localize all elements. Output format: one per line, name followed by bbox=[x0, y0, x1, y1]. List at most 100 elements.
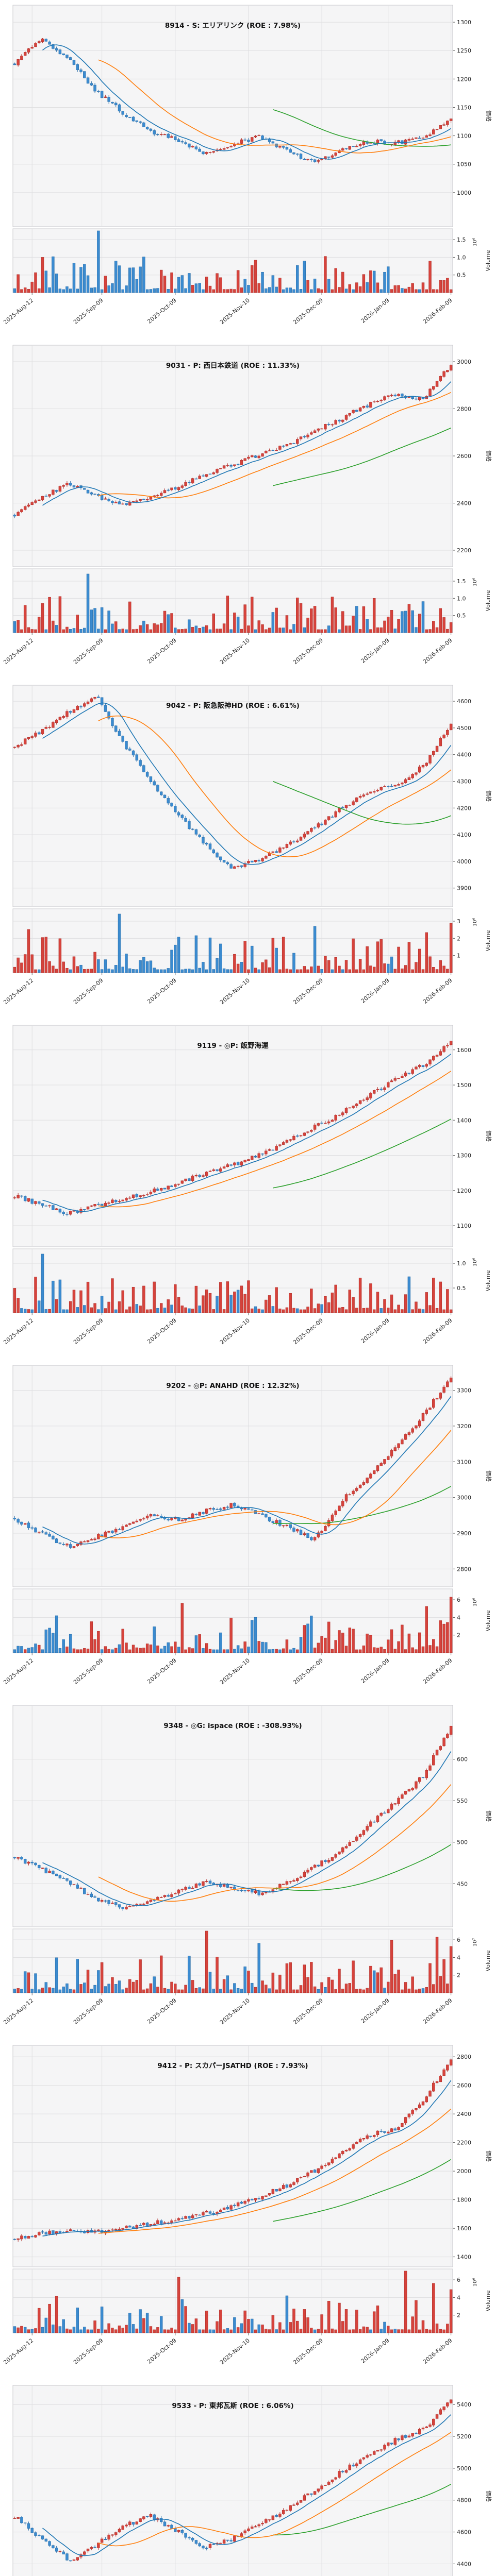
date-axis: 2025-Aug-12 2025-Sep-09 2025-Oct-09 2025-No… bbox=[2, 1313, 454, 1346]
volume-bars bbox=[13, 573, 453, 633]
volume-tick-label: 1.0 bbox=[457, 1260, 466, 1267]
price-tick-label: 3000 bbox=[457, 359, 471, 365]
ma-short-line bbox=[42, 2080, 452, 2236]
ma-mid-line bbox=[98, 2108, 452, 2234]
ma-short-line bbox=[42, 1751, 452, 1906]
date-tick-label: 2025-Nov-10 bbox=[219, 297, 251, 326]
price-axis-label: 価格 bbox=[485, 2490, 492, 2502]
price-tick-label: 2600 bbox=[457, 453, 471, 460]
date-tick-label: 2025-Nov-10 bbox=[219, 1997, 251, 2026]
chart-canvas: 9533 - P: 東邦瓦斯 (ROE : 6.06%)420044004600… bbox=[12, 2385, 492, 2576]
volume-axis-label: Volume bbox=[485, 250, 491, 271]
date-tick-label: 2025-Aug-12 bbox=[2, 1317, 35, 1346]
candles bbox=[13, 1041, 453, 1216]
volume-tick-label: 2 bbox=[457, 1632, 460, 1639]
chart-title: 9412 - P: スカパーJSATHD (ROE : 7.93%) bbox=[157, 2062, 308, 2070]
date-axis: 2025-Aug-12 2025-Sep-09 2025-Oct-09 2025-No… bbox=[2, 1653, 454, 1686]
stock-chart-9119: 9119 - ◎P: 飯野海運 1100 1200 1300 1400 1500 1600 価… bbox=[0, 1020, 495, 1360]
date-axis: 2025-Aug-12 2025-Sep-09 2025-Oct-09 2025-No… bbox=[2, 1993, 454, 2026]
stock-chart-9031: 9031 - P: 西日本鉄道 (ROE : 11.33%) 2200 2400 26… bbox=[0, 340, 495, 680]
price-axis: 1400 1600 1800 2000 2200 2400 2600 2800 価格 bbox=[453, 2054, 492, 2261]
volume-tick-label: 6 bbox=[457, 1597, 460, 1603]
date-tick-label: 2025-Sep-09 bbox=[72, 1317, 104, 1345]
candles bbox=[13, 363, 453, 518]
candles bbox=[13, 38, 453, 164]
date-tick-label: 2025-Aug-12 bbox=[2, 2337, 35, 2366]
price-tick-label: 1300 bbox=[457, 19, 471, 26]
price-tick-label: 3000 bbox=[457, 1495, 471, 1501]
date-tick-label: 2025-Aug-12 bbox=[2, 1657, 35, 1686]
ma-short-line bbox=[42, 381, 452, 506]
date-tick-label: 2026-Jan-09 bbox=[360, 637, 391, 664]
chart-title: 9031 - P: 西日本鉄道 (ROE : 11.33%) bbox=[166, 361, 300, 370]
chart-canvas: 9119 - ◎P: 飯野海運 1100 1200 1300 1400 1500 1600 価… bbox=[2, 1025, 492, 1346]
price-tick-label: 2600 bbox=[457, 2082, 471, 2089]
chart-canvas: 9412 - P: スカパーJSATHD (ROE : 7.93%) 1400 16… bbox=[2, 2045, 492, 2366]
price-axis: 1000 1050 1100 1150 1200 1250 1300 価格 bbox=[453, 19, 492, 196]
price-axis: 2800 2900 3000 3100 3200 3300 価格 bbox=[453, 1387, 492, 1572]
ma-mid-line bbox=[98, 1784, 452, 1902]
stock-chart-9042: 9042 - P: 阪急阪神HD (ROE : 6.61%) 3900 4000 41… bbox=[0, 680, 495, 1020]
price-tick-label: 1050 bbox=[457, 161, 471, 168]
chart-title: 9042 - P: 阪急阪神HD (ROE : 6.61%) bbox=[166, 701, 300, 710]
price-tick-label: 3900 bbox=[457, 885, 471, 892]
price-tick-label: 1600 bbox=[457, 2225, 471, 2232]
volume-tick-label: 1.0 bbox=[457, 254, 466, 261]
ma-mid-line bbox=[98, 1430, 452, 1538]
ma-long-line bbox=[273, 109, 451, 147]
price-pane bbox=[12, 685, 453, 907]
volume-axis-label: Volume bbox=[485, 590, 491, 611]
volume-tick-label: 1.0 bbox=[457, 595, 466, 602]
price-tick-label: 1150 bbox=[457, 104, 471, 111]
price-tick-label: 5000 bbox=[457, 2465, 471, 2472]
ma-mid-line bbox=[98, 59, 451, 154]
price-tick-label: 2200 bbox=[457, 2140, 471, 2146]
volume-tick-label: 3 bbox=[457, 918, 460, 925]
date-tick-label: 2026-Feb-09 bbox=[422, 1657, 454, 1685]
price-tick-label: 550 bbox=[457, 1798, 468, 1804]
price-tick-label: 500 bbox=[457, 1839, 468, 1846]
date-tick-label: 2025-Oct-09 bbox=[146, 1317, 177, 1345]
ma-mid-line bbox=[98, 392, 451, 499]
ma-long-line bbox=[273, 1486, 451, 1524]
candles bbox=[13, 1376, 453, 1550]
date-tick-label: 2025-Nov-10 bbox=[219, 637, 251, 666]
ma-mid-line bbox=[98, 715, 452, 857]
date-axis: 2025-Aug-12 2025-Sep-09 2025-Oct-09 2025-No… bbox=[2, 633, 454, 666]
price-tick-label: 600 bbox=[457, 1756, 468, 1763]
volume-tick-label: 1 bbox=[457, 953, 460, 959]
date-tick-label: 2026-Jan-09 bbox=[360, 297, 391, 324]
volume-axis: 2 4 6 10⁶ Volume bbox=[453, 1597, 491, 1639]
price-tick-label: 3300 bbox=[457, 1387, 471, 1394]
date-tick-label: 2025-Dec-09 bbox=[292, 1657, 324, 1686]
price-tick-label: 1000 bbox=[457, 190, 471, 196]
ma-short-line bbox=[42, 1054, 452, 1212]
price-axis: 450 500 550 600 価格 bbox=[453, 1756, 492, 1887]
price-tick-label: 1600 bbox=[457, 1047, 471, 1054]
price-tick-label: 4300 bbox=[457, 778, 471, 785]
price-axis-label: 価格 bbox=[485, 1130, 492, 1142]
candles bbox=[13, 2399, 453, 2562]
volume-axis: 2 4 6 10⁷ Volume bbox=[453, 1937, 491, 1979]
price-pane bbox=[12, 1025, 453, 1247]
price-tick-label: 4200 bbox=[457, 805, 471, 811]
price-pane bbox=[12, 5, 453, 227]
date-tick-label: 2025-Aug-12 bbox=[2, 1997, 35, 2026]
date-axis: 2025-Aug-12 2025-Sep-09 2025-Oct-09 2025-No… bbox=[2, 973, 454, 1006]
price-axis: 3900 4000 4100 4200 4300 4400 4500 4600 価格 bbox=[453, 698, 492, 892]
volume-offset-label: 10⁷ bbox=[472, 1938, 478, 1947]
price-axis-label: 価格 bbox=[485, 1810, 492, 1822]
price-tick-label: 4000 bbox=[457, 858, 471, 865]
price-tick-label: 1400 bbox=[457, 2254, 471, 2261]
volume-offset-label: 10⁶ bbox=[472, 1598, 478, 1607]
stock-chart-9412: 9412 - P: スカパーJSATHD (ROE : 7.93%) 1400 16… bbox=[0, 2040, 495, 2380]
date-tick-label: 2025-Oct-09 bbox=[146, 637, 177, 665]
volume-bars bbox=[13, 1930, 453, 1993]
candles bbox=[13, 694, 453, 869]
volume-tick-label: 6 bbox=[457, 2277, 460, 2283]
chart-canvas: 9348 - ◎G: ispace (ROE : -308.93%) 450 500… bbox=[2, 1705, 492, 2026]
date-tick-label: 2025-Aug-12 bbox=[2, 297, 35, 326]
date-axis: 2025-Aug-12 2025-Sep-09 2025-Oct-09 2025-No… bbox=[2, 293, 454, 326]
grid-lines bbox=[13, 2385, 453, 2576]
date-tick-label: 2026-Feb-09 bbox=[422, 977, 454, 1005]
